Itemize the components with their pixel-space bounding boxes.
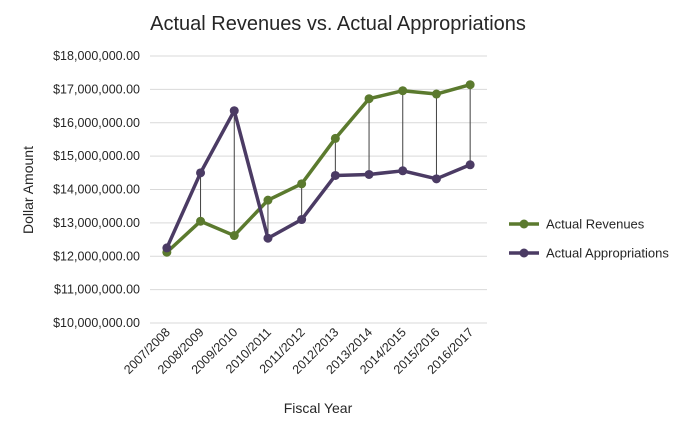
y-tick-label: $12,000,000.00	[53, 249, 140, 263]
y-tick-label: $14,000,000.00	[53, 183, 140, 197]
legend-label: Actual Revenues	[546, 217, 645, 232]
actual-revenues-point	[263, 195, 273, 205]
legend: Actual Revenues Actual Appropriations	[509, 217, 669, 261]
actual-revenues-point	[330, 133, 340, 143]
legend-marker	[519, 219, 529, 229]
series-lines	[162, 80, 475, 257]
actual-appropriations-point	[229, 106, 239, 116]
chart-title: Actual Revenues vs. Actual Appropriation…	[150, 13, 526, 35]
x-axis-title: Fiscal Year	[284, 400, 353, 416]
actual-revenues-point	[398, 86, 408, 96]
actual-revenues-line	[165, 83, 471, 254]
y-tick-label: $16,000,000.00	[53, 116, 140, 130]
y-tick-labels: $10,000,000.00 $11,000,000.00 $12,000,000.…	[53, 49, 140, 330]
actual-appropriations-point	[263, 233, 273, 243]
actual-appropriations-point	[465, 160, 475, 170]
y-tick-label: $10,000,000.00	[53, 316, 140, 330]
actual-appropriations-point	[196, 168, 206, 178]
legend-marker	[519, 248, 529, 258]
actual-appropriations-point	[162, 243, 172, 253]
y-tick-label: $11,000,000.00	[54, 283, 140, 297]
y-tick-label: $13,000,000.00	[53, 216, 140, 230]
actual-appropriations-point	[330, 170, 340, 180]
actual-revenues-point	[229, 231, 239, 241]
y-tick-label: $18,000,000.00	[53, 49, 140, 63]
y-axis-title: Dollar Amount	[20, 146, 36, 234]
y-tick-label: $17,000,000.00	[53, 82, 140, 96]
legend-item-actual-revenues: Actual Revenues	[509, 217, 645, 232]
actual-appropriations-point	[364, 169, 374, 179]
actual-appropriations-point	[398, 166, 408, 176]
actual-revenues-point	[196, 216, 206, 226]
actual-revenues-point	[297, 179, 307, 189]
actual-revenues-point	[364, 94, 374, 104]
legend-label: Actual Appropriations	[546, 246, 669, 261]
actual-revenues-point	[431, 89, 441, 99]
x-tick-labels: 2007/20082008/20092009/20102010/20112011…	[121, 325, 476, 377]
actual-appropriations-point	[431, 174, 441, 184]
y-tick-label: $15,000,000.00	[53, 149, 140, 163]
legend-item-actual-appropriations: Actual Appropriations	[509, 246, 669, 261]
actual-revenues-point	[465, 80, 475, 90]
actual-appropriations-line	[165, 108, 471, 249]
drop-lines	[166, 84, 471, 253]
actual-appropriations-point	[297, 215, 307, 225]
